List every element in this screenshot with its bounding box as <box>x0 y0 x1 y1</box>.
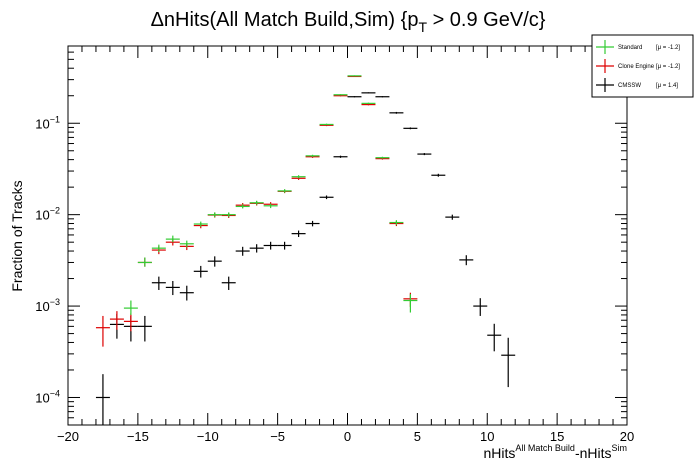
data-point <box>193 265 208 278</box>
data-point <box>291 230 306 237</box>
legend-item-clone-engine: Clone Engine [μ = -1.2] <box>596 59 680 73</box>
data-point <box>123 313 138 332</box>
data-point <box>417 153 432 156</box>
x-tick-label: 5 <box>414 429 421 444</box>
data-point <box>361 103 376 106</box>
data-point <box>221 212 236 218</box>
data-point <box>151 244 166 253</box>
data-point <box>249 244 264 253</box>
data-point <box>95 374 110 425</box>
data-point <box>109 311 124 330</box>
y-tick-label: 10−4 <box>35 388 60 405</box>
data-point <box>221 276 236 290</box>
legend-label: Clone Engine <box>618 64 655 70</box>
y-axis: 10−4 10−3 10−2 10−1 <box>35 51 627 426</box>
x-axis-title-b: -nHits <box>575 445 612 461</box>
data-point <box>263 203 278 209</box>
legend: Standard [μ = -1.2]Clone Engine [μ = -1.2]… <box>591 34 694 98</box>
data-point <box>445 214 460 220</box>
x-tick-label: 20 <box>620 429 634 444</box>
data-point <box>403 294 418 313</box>
x-axis-title: nHitsAll Match Build-nHitsSim <box>484 443 628 461</box>
data-point <box>347 75 362 77</box>
legend-label: CMSSW <box>618 83 641 89</box>
data-point <box>207 256 222 267</box>
data-point <box>487 323 502 352</box>
x-tick-label: −15 <box>127 429 149 444</box>
data-point <box>207 212 222 218</box>
x-axis-title-a: nHits <box>484 445 516 461</box>
plot-frame <box>67 45 628 426</box>
x-axis-title-a-sup: All Match Build <box>515 443 575 453</box>
data-point <box>263 241 278 250</box>
y-tick-label: 10−2 <box>35 206 60 223</box>
data-point <box>459 255 474 266</box>
series-cmssw <box>95 92 516 425</box>
series-layer <box>95 75 516 425</box>
chart-title-sub: T <box>418 19 427 35</box>
x-tick-label: 10 <box>480 429 494 444</box>
data-point <box>347 96 362 98</box>
data-point <box>333 94 348 96</box>
legend-item-cmssw: CMSSW [μ = 1.4] <box>596 78 678 92</box>
data-point <box>179 285 194 301</box>
chart-title-tail: > 0.9 GeV/c} <box>427 9 546 31</box>
data-point <box>249 200 264 205</box>
data-point <box>277 241 292 250</box>
x-tick-label: −5 <box>270 429 285 444</box>
x-tick-label: −10 <box>197 429 219 444</box>
data-point <box>333 155 348 158</box>
data-point <box>277 189 292 193</box>
data-point <box>375 156 390 159</box>
data-point <box>235 204 250 209</box>
data-point <box>389 220 404 226</box>
data-point <box>473 298 488 316</box>
chart-title: ΔnHits(All Match Build,Sim) {pT > 0.9 Ge… <box>151 9 546 35</box>
data-point <box>165 235 180 243</box>
data-point <box>319 195 334 200</box>
data-point <box>193 221 208 227</box>
x-tick-label: 15 <box>550 429 564 444</box>
series-standard <box>123 75 418 315</box>
data-point <box>137 257 152 267</box>
data-point <box>361 92 376 94</box>
data-point <box>319 123 334 126</box>
x-axis: −20 −15 −10 −5 0 5 10 15 20 <box>57 46 634 444</box>
data-point <box>165 281 180 296</box>
data-point <box>361 102 376 105</box>
chart-title-main: ΔnHits(All Match Build,Sim) {p <box>151 9 419 31</box>
legend-label: Standard <box>618 45 642 51</box>
data-point <box>291 175 306 179</box>
series-clone-engine <box>95 75 418 347</box>
x-axis-title-b-sup: Sim <box>612 443 628 453</box>
y-tick-label: 10−1 <box>35 114 60 131</box>
data-point <box>235 246 250 256</box>
data-point <box>375 96 390 98</box>
data-point <box>305 154 320 157</box>
y-tick-label: 10−3 <box>35 297 60 314</box>
data-point <box>501 337 516 388</box>
data-point <box>305 220 320 227</box>
data-point <box>179 240 194 248</box>
data-point <box>403 127 418 130</box>
data-point <box>389 111 404 114</box>
x-tick-label: 0 <box>344 429 351 444</box>
data-point <box>123 300 138 315</box>
data-point <box>431 173 446 177</box>
x-tick-label: −20 <box>57 429 79 444</box>
data-point <box>151 276 166 290</box>
legend-item-standard: Standard [μ = -1.2] <box>596 40 680 54</box>
legend-stat: [μ = -1.2] <box>656 64 680 70</box>
y-axis-title: Fraction of Tracks <box>9 180 25 291</box>
legend-stat: [μ = -1.2] <box>656 45 680 51</box>
data-point <box>137 315 152 342</box>
legend-stat: [μ = 1.4] <box>656 83 678 89</box>
data-point <box>95 315 110 347</box>
